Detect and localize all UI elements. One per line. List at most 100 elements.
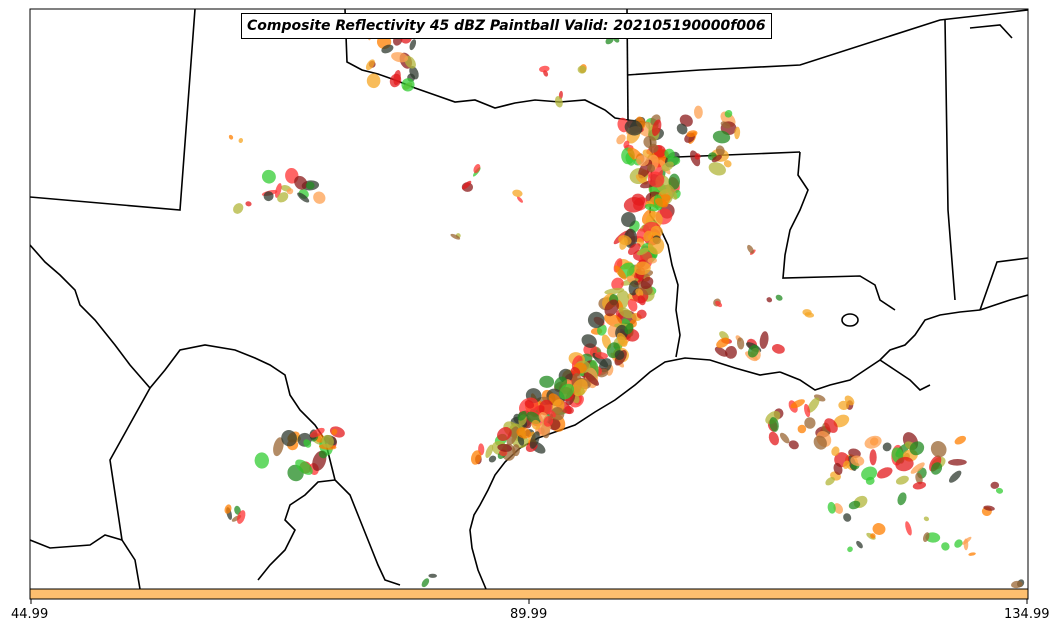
storm-cell	[679, 114, 693, 127]
storm-cell	[531, 419, 541, 430]
colorbar-tick-label-mid: 89.99	[510, 607, 548, 622]
storm-cell	[614, 350, 625, 360]
storm-cell	[715, 145, 725, 156]
storm-cell	[897, 492, 907, 506]
storm-cell	[676, 123, 688, 135]
storm-cell	[462, 180, 472, 190]
storm-cell	[720, 121, 731, 129]
storm-cell	[261, 169, 276, 184]
storm-cell	[930, 462, 943, 475]
colorbar-tick-label-max: 134.99	[1004, 607, 1050, 622]
storm-cell	[313, 191, 326, 204]
storm-cell	[263, 191, 274, 202]
colorbar-tick-label-min: 44.99	[11, 607, 49, 622]
storm-cell	[968, 552, 976, 556]
storm-cell	[583, 371, 599, 386]
storm-cell	[238, 138, 244, 143]
storm-cell	[686, 130, 698, 138]
lake-pontchartrain	[841, 313, 859, 327]
storm-cell	[517, 410, 527, 421]
storm-cell	[843, 513, 852, 522]
storm-cell	[273, 437, 284, 457]
storm-cell	[473, 164, 481, 174]
storm-cell	[635, 174, 648, 185]
storm-cell	[638, 159, 653, 179]
storm-cell	[905, 521, 912, 536]
storm-cell	[643, 230, 653, 242]
storm-cell	[824, 418, 838, 433]
storm-cell	[872, 523, 886, 535]
storm-cell	[331, 428, 338, 435]
storm-cell	[831, 446, 840, 457]
storm-cell	[224, 504, 232, 514]
storm-cell	[539, 375, 555, 388]
storm-cell	[910, 462, 925, 474]
storm-cell	[715, 300, 723, 308]
storm-cell	[624, 323, 634, 335]
storm-cell	[922, 532, 930, 542]
storm-cell	[297, 192, 310, 203]
storm-cell	[581, 334, 597, 348]
storm-cell	[254, 452, 270, 469]
storm-cell	[506, 426, 519, 446]
state-boundary-la-ms	[782, 151, 896, 311]
storm-cell	[516, 427, 532, 439]
storm-cell	[694, 153, 701, 160]
coastline-la-delta	[879, 359, 931, 391]
storm-cell	[634, 261, 651, 276]
storm-cell	[488, 455, 497, 463]
storm-cell	[621, 212, 636, 227]
state-boundary-nm-tx	[30, 9, 196, 211]
storm-cell	[636, 155, 649, 167]
storm-cell	[915, 472, 923, 485]
storm-cell	[847, 546, 853, 553]
storm-cell	[861, 466, 878, 481]
storm-cell	[305, 181, 315, 190]
storm-cell	[766, 297, 773, 303]
storm-cell	[723, 160, 732, 168]
storm-cell	[869, 449, 877, 466]
storm-cell	[724, 110, 733, 118]
storm-cell	[895, 475, 909, 485]
storm-cell	[577, 65, 587, 74]
storm-cell	[274, 183, 282, 198]
storm-cell	[628, 243, 641, 255]
mexico-state-lines	[30, 387, 151, 549]
storm-cell	[626, 275, 636, 283]
storm-cell	[864, 435, 882, 449]
storm-cell	[539, 65, 550, 73]
storm-cell	[648, 143, 659, 153]
storm-cell	[895, 456, 914, 472]
storm-cell	[559, 383, 575, 400]
storm-cell	[635, 288, 644, 297]
storm-cell	[990, 481, 1000, 489]
storm-cell	[303, 439, 312, 448]
storm-cell	[652, 119, 662, 136]
storm-cell	[485, 444, 494, 458]
storm-cell	[616, 332, 628, 347]
storm-cell	[543, 416, 554, 427]
storm-cell	[848, 500, 861, 510]
storm-cell	[497, 427, 512, 441]
map-background	[30, 9, 1028, 589]
storm-cell	[714, 346, 728, 357]
storm-cell	[870, 533, 876, 539]
storm-cell	[747, 244, 754, 254]
storm-cell	[393, 69, 401, 86]
storm-cell	[636, 309, 647, 319]
storm-cell	[725, 346, 737, 359]
storm-cell	[983, 505, 995, 511]
storm-cell	[640, 276, 654, 290]
storm-cell	[421, 578, 430, 588]
storm-cell	[647, 164, 656, 173]
storm-cell	[848, 448, 861, 458]
storm-cell	[736, 337, 745, 350]
storm-cell	[909, 441, 925, 456]
storm-cell	[321, 434, 334, 448]
storm-cell	[234, 505, 241, 515]
storm-cell	[277, 192, 289, 203]
storm-cell	[245, 201, 252, 207]
storm-cell	[693, 105, 703, 119]
storm-cell	[627, 298, 638, 312]
storm-cell	[647, 171, 665, 188]
